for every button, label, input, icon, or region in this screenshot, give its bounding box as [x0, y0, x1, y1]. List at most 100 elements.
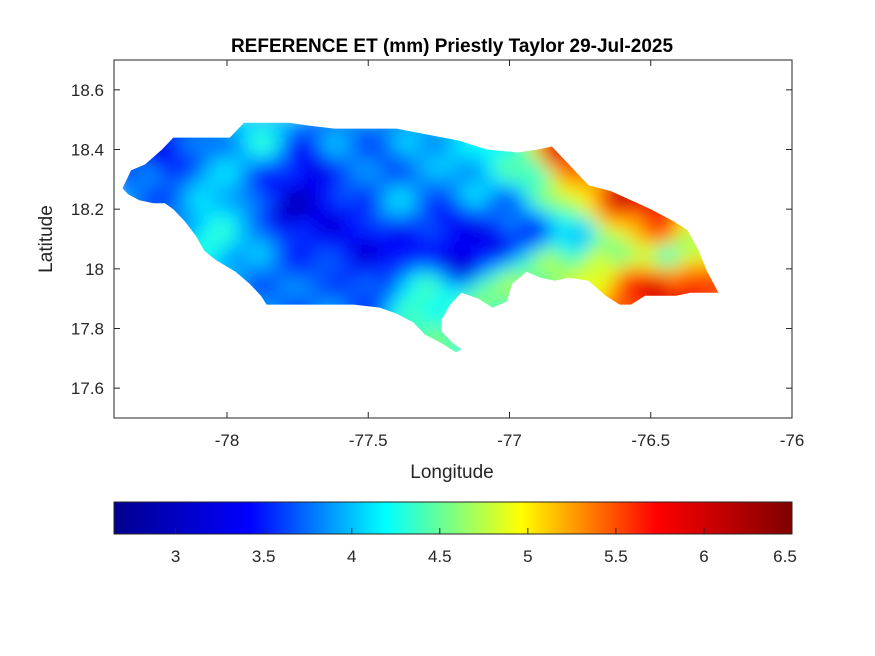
et-cell: [269, 290, 277, 298]
et-cell: [332, 283, 340, 291]
et-cell: [381, 150, 389, 158]
et-cell: [199, 185, 207, 193]
et-cell: [360, 255, 368, 263]
et-cell: [360, 220, 368, 228]
et-cell: [339, 150, 347, 158]
et-cell: [542, 220, 550, 228]
et-cell: [458, 248, 466, 256]
et-cell: [430, 332, 438, 340]
et-cell: [318, 206, 326, 214]
et-cell: [311, 255, 319, 263]
et-cell: [255, 262, 263, 270]
et-cell: [661, 220, 669, 228]
et-cell: [325, 262, 333, 270]
et-cell: [689, 283, 697, 291]
et-cell: [409, 150, 417, 158]
et-cell: [465, 164, 473, 172]
et-cell: [500, 283, 508, 291]
map-title: REFERENCE ET (mm) Priestly Taylor 29-Jul…: [231, 36, 673, 57]
et-cell: [248, 178, 256, 186]
et-cell: [269, 206, 277, 214]
et-cell: [423, 143, 431, 151]
et-cell: [150, 164, 158, 172]
et-cell: [465, 248, 473, 256]
et-cell: [220, 178, 228, 186]
et-cell: [262, 157, 270, 165]
et-cell: [521, 157, 529, 165]
et-cell: [612, 276, 620, 284]
et-cell: [164, 199, 172, 207]
et-cell: [157, 199, 165, 207]
et-cell: [514, 255, 522, 263]
et-cell: [605, 248, 613, 256]
et-cell: [283, 157, 291, 165]
et-cell: [395, 269, 403, 277]
et-cell: [374, 227, 382, 235]
et-cell: [458, 241, 466, 249]
et-cell: [311, 150, 319, 158]
et-cell: [262, 206, 270, 214]
et-cell: [423, 227, 431, 235]
et-cell: [360, 213, 368, 221]
et-cell: [423, 262, 431, 270]
et-cell: [192, 206, 200, 214]
et-cell: [346, 171, 354, 179]
et-cell: [311, 262, 319, 270]
et-cell: [633, 248, 641, 256]
et-cell: [451, 234, 459, 242]
et-cell: [668, 290, 676, 298]
et-cell: [535, 199, 543, 207]
et-cell: [339, 171, 347, 179]
et-cell: [556, 241, 564, 249]
et-cell: [549, 150, 557, 158]
et-cell: [640, 283, 648, 291]
et-cell: [437, 220, 445, 228]
et-cell: [199, 234, 207, 242]
et-cell: [493, 255, 501, 263]
et-cell: [346, 185, 354, 193]
et-cell: [353, 234, 361, 242]
et-cell: [451, 220, 459, 228]
et-cell: [416, 248, 424, 256]
et-cell: [304, 220, 312, 228]
et-cell: [612, 192, 620, 200]
et-cell: [171, 157, 179, 165]
et-cell: [451, 248, 459, 256]
et-cell: [346, 136, 354, 144]
et-cell: [206, 171, 214, 179]
et-cell: [318, 192, 326, 200]
x-tick-label: -76.5: [631, 431, 670, 450]
et-cell: [262, 143, 270, 151]
et-cell: [255, 206, 263, 214]
et-cell: [437, 339, 445, 347]
et-cell: [507, 199, 515, 207]
et-cell: [402, 304, 410, 312]
et-cell: [500, 178, 508, 186]
et-cell: [542, 241, 550, 249]
et-cell: [164, 192, 172, 200]
et-cell: [535, 185, 543, 193]
et-cell: [605, 262, 613, 270]
et-cell: [388, 171, 396, 179]
et-cell: [591, 192, 599, 200]
et-cell: [150, 192, 158, 200]
et-cell: [304, 192, 312, 200]
et-cell: [416, 234, 424, 242]
et-cell: [472, 192, 480, 200]
et-cell: [381, 213, 389, 221]
et-cell: [654, 241, 662, 249]
et-cell: [430, 290, 438, 298]
et-cell: [367, 234, 375, 242]
et-cell: [486, 297, 494, 305]
et-cell: [619, 276, 627, 284]
et-cell: [206, 227, 214, 235]
et-cell: [591, 185, 599, 193]
et-cell: [472, 206, 480, 214]
et-cell: [255, 129, 263, 137]
et-cell: [227, 164, 235, 172]
et-cell: [367, 206, 375, 214]
et-cell: [185, 192, 193, 200]
et-cell: [178, 136, 186, 144]
et-cell: [402, 227, 410, 235]
